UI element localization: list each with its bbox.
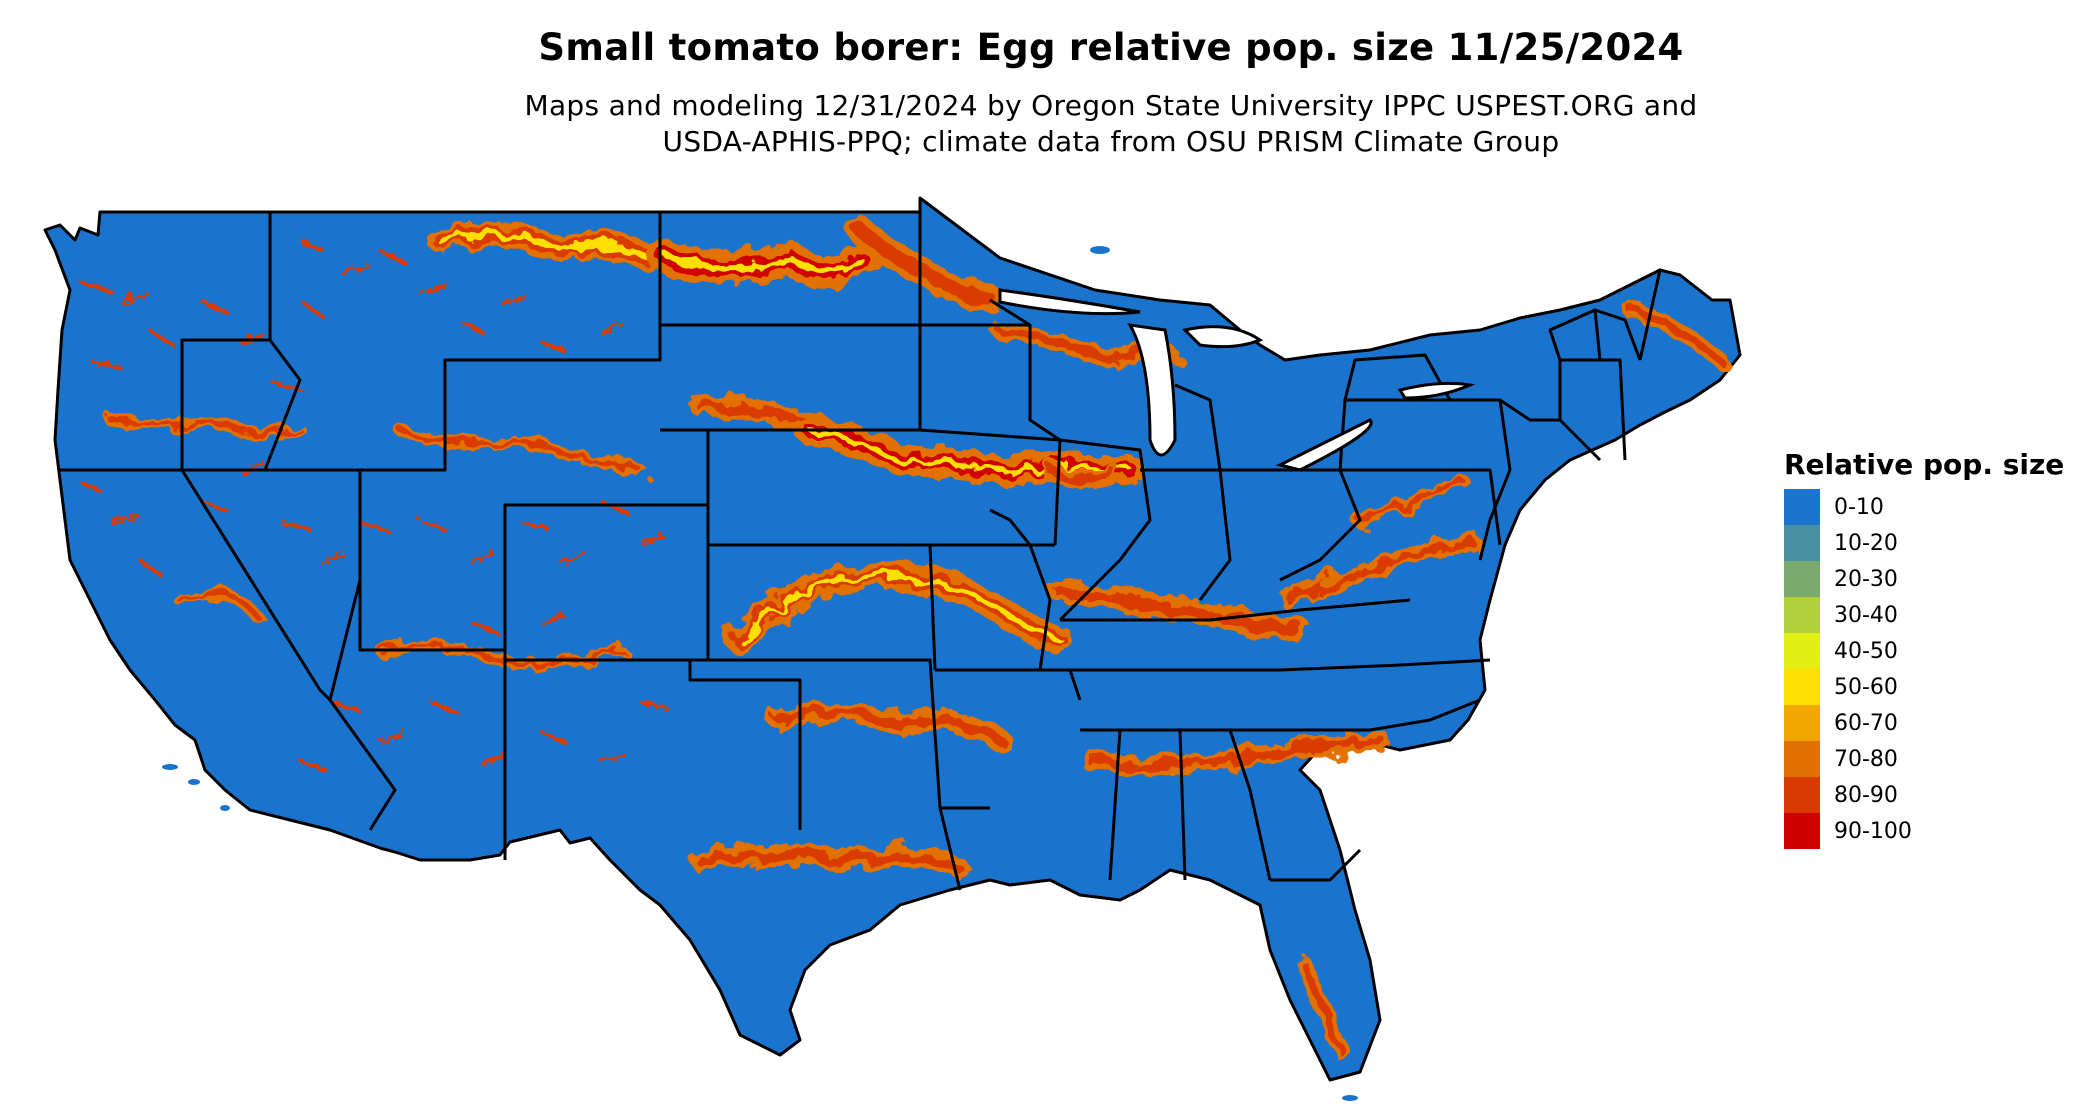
legend-swatch — [1784, 813, 1820, 849]
legend-swatch — [1784, 597, 1820, 633]
us-landmass — [43, 196, 1742, 1082]
legend-swatch — [1784, 633, 1820, 669]
legend-item: 10-20 — [1784, 525, 2064, 561]
legend-swatch — [1784, 669, 1820, 705]
legend-label: 20-30 — [1834, 566, 1898, 592]
legend-label: 70-80 — [1834, 746, 1898, 772]
state-borders — [60, 212, 1662, 891]
legend-label: 40-50 — [1834, 638, 1898, 664]
legend-swatch — [1784, 777, 1820, 813]
hotspot-bands — [104, 216, 1728, 1058]
map-title: Small tomato borer: Egg relative pop. si… — [538, 26, 1684, 69]
legend-item: 70-80 — [1784, 741, 2064, 777]
legend-swatch — [1784, 741, 1820, 777]
legend-label: 50-60 — [1834, 674, 1898, 700]
legend-item: 40-50 — [1784, 633, 2064, 669]
coastal-islands — [162, 246, 1358, 1101]
map-subtitle: Maps and modeling 12/31/2024 by Oregon S… — [0, 88, 2100, 160]
legend-title: Relative pop. size — [1784, 448, 2065, 481]
legend-label: 80-90 — [1834, 782, 1898, 808]
legend-item: 50-60 — [1784, 669, 2064, 705]
subtitle-line-1: Maps and modeling 12/31/2024 by Oregon S… — [524, 89, 1698, 122]
legend-label: 60-70 — [1834, 710, 1898, 736]
legend-item: 80-90 — [1784, 777, 2064, 813]
legend-label: 10-20 — [1834, 530, 1898, 556]
us-map — [43, 196, 1742, 1101]
legend-swatch — [1784, 525, 1820, 561]
legend-item: 0-10 — [1784, 489, 2064, 525]
legend-item: 20-30 — [1784, 561, 2064, 597]
legend-swatch — [1784, 561, 1820, 597]
legend-item: 30-40 — [1784, 597, 2064, 633]
legend-label: 0-10 — [1834, 494, 1884, 520]
legend-items: 0-10 10-20 20-30 30-40 40-50 50-60 60-70 70-80 8… — [1784, 489, 2064, 849]
legend-item: 60-70 — [1784, 705, 2064, 741]
great-lakes — [998, 288, 1476, 472]
legend-label: 30-40 — [1834, 602, 1898, 628]
subtitle-line-2: USDA-APHIS-PPQ; climate data from OSU PR… — [662, 125, 1560, 158]
legend-label: 90-100 — [1834, 818, 1912, 844]
legend-swatch — [1784, 489, 1820, 525]
legend: Relative pop. size 0-10 10-20 20-30 30-40 40… — [1784, 448, 2064, 849]
legend-swatch — [1784, 705, 1820, 741]
legend-item: 90-100 — [1784, 813, 2064, 849]
